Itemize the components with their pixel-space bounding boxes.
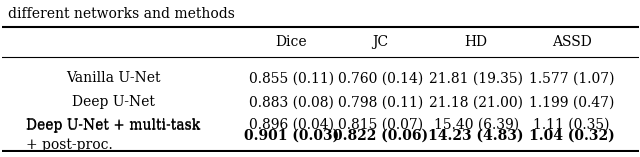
Text: 0.901 (0.03): 0.901 (0.03)	[244, 129, 339, 143]
Text: 0.760 (0.14): 0.760 (0.14)	[338, 71, 423, 85]
Text: 0.822 (0.06): 0.822 (0.06)	[333, 129, 428, 143]
Text: 1.199 (0.47): 1.199 (0.47)	[529, 95, 614, 109]
Text: 0.883 (0.08): 0.883 (0.08)	[249, 95, 334, 109]
Text: Deep U-Net + multi-task
+ post-proc.: Deep U-Net + multi-task + post-proc.	[26, 119, 200, 152]
Text: different networks and methods: different networks and methods	[8, 7, 235, 21]
Text: ASSD: ASSD	[552, 35, 591, 49]
Text: 15.40 (6.39): 15.40 (6.39)	[434, 118, 519, 132]
Text: 1.04 (0.32): 1.04 (0.32)	[529, 129, 614, 143]
Text: Dice: Dice	[276, 35, 307, 49]
Text: 1.577 (1.07): 1.577 (1.07)	[529, 71, 614, 85]
Text: Vanilla U-Net: Vanilla U-Net	[66, 71, 161, 85]
Text: 21.81 (19.35): 21.81 (19.35)	[429, 71, 524, 85]
Text: 0.896 (0.04): 0.896 (0.04)	[249, 118, 334, 132]
Text: HD: HD	[465, 35, 488, 49]
Text: 14.23 (4.83): 14.23 (4.83)	[428, 129, 524, 143]
Text: 1.11 (0.35): 1.11 (0.35)	[534, 118, 610, 132]
Text: 0.855 (0.11): 0.855 (0.11)	[249, 71, 334, 85]
Text: 21.18 (21.00): 21.18 (21.00)	[429, 95, 524, 109]
Text: Deep U-Net: Deep U-Net	[72, 95, 155, 109]
Text: JC: JC	[372, 35, 388, 49]
Text: 0.798 (0.11): 0.798 (0.11)	[338, 95, 423, 109]
Text: 0.815 (0.07): 0.815 (0.07)	[338, 118, 423, 132]
Text: Deep U-Net + multi-task: Deep U-Net + multi-task	[26, 118, 200, 132]
